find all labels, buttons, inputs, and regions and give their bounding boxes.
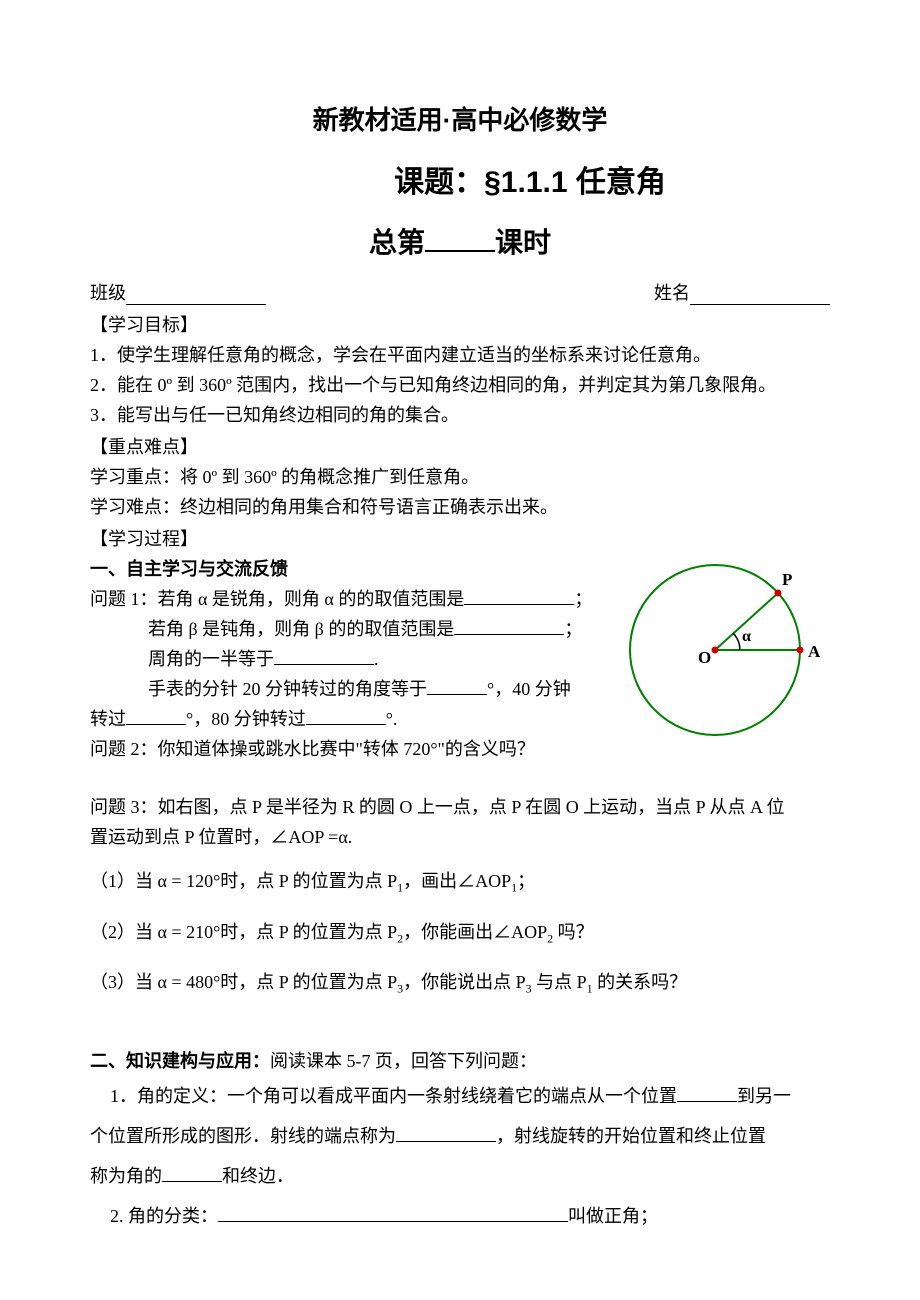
q1-3a: 周角的一半等于	[148, 649, 274, 669]
spacer-3	[90, 904, 830, 918]
q1-4b: °，40 分钟	[487, 679, 571, 699]
q3-3d: 的关系吗？	[593, 972, 688, 992]
name-label: 姓名	[654, 283, 690, 303]
spacer-1	[90, 765, 830, 793]
point-p	[775, 590, 782, 597]
q1-blank3[interactable]	[274, 649, 374, 665]
b2-a: 2. 角的分类：	[110, 1206, 218, 1226]
label-o: O	[698, 648, 711, 667]
b1-line2: 个位置所形成的图形．射线的端点称为 ，射线旋转的开始位置和终止位置	[90, 1117, 830, 1155]
b1-blank3[interactable]	[162, 1166, 222, 1182]
topic-prefix: 课题：	[394, 166, 484, 199]
name-field: 姓名	[654, 279, 830, 305]
class-field: 班级	[90, 279, 266, 305]
label-alpha: α	[742, 628, 751, 645]
spacer-2	[90, 853, 830, 867]
b1-line3: 称为角的 和终边．	[90, 1157, 830, 1195]
q1-2a: 若角 β 是钝角，则角 β 的的取值范围是	[148, 619, 454, 639]
point-a	[797, 647, 804, 654]
spacer-5	[90, 1005, 830, 1033]
label-a: A	[808, 642, 821, 661]
b1-a: 1．角的定义：一个角可以看成平面内一条射线绕着它的端点从一个位置	[110, 1086, 677, 1106]
b1-c: 个位置所形成的图形．射线的端点称为	[90, 1126, 396, 1146]
q1-blank6[interactable]	[306, 709, 386, 725]
q3-1a: （1）当 α = 120°时，点 P 的位置为点 P	[90, 871, 397, 891]
topic-title: 课题：§1.1.1 任意角	[90, 157, 830, 201]
q3-3: （3）当 α = 480°时，点 P 的位置为点 P3，你能说出点 P3 与点 …	[90, 968, 830, 1003]
q3-p1: 问题 3：如右图，点 P 是半径为 R 的圆 O 上一点，点 P 在圆 O 上运…	[90, 793, 830, 821]
point-o	[712, 647, 719, 654]
q3-p2: 置运动到点 P 位置时，∠AOP =α.	[90, 823, 830, 851]
q1-5a: 转过	[90, 709, 126, 729]
q1-1a: 若角 α 是锐角，则角 α 的的取值范围是	[158, 589, 465, 609]
q1-line3: 周角的一半等于.	[90, 645, 630, 673]
q1-blank4[interactable]	[427, 679, 487, 695]
q3-1c: ；	[517, 871, 535, 891]
q1-line4: 手表的分针 20 分钟转过的角度等于 °，40 分钟	[90, 675, 630, 703]
sub-b-title: 二、知识建构与应用：阅读课本 5-7 页，回答下列问题：	[90, 1047, 830, 1075]
circle-diagram: O A P α	[620, 545, 840, 745]
q1-blank1[interactable]	[464, 589, 574, 605]
sub-b-bold: 二、知识建构与应用：	[90, 1051, 270, 1071]
diagram-svg: O A P α	[620, 545, 840, 745]
b1-line1: 1．角的定义：一个角可以看成平面内一条射线绕着它的端点从一个位置 到另一	[90, 1077, 830, 1115]
difficulty: 学习难点：终边相同的角用集合和符号语言正确表示出来。	[90, 493, 830, 521]
goal-1: 1．使学生理解任意角的概念，学会在平面内建立适当的坐标系来讨论任意角。	[90, 341, 830, 369]
q3-2b: ，你能画出∠AOP	[403, 922, 547, 942]
q3-2a: （2）当 α = 210°时，点 P 的位置为点 P	[90, 922, 397, 942]
spacer-5b	[90, 1033, 830, 1047]
class-label: 班级	[90, 283, 126, 303]
q1-5c: °.	[386, 709, 398, 729]
arc-alpha	[733, 633, 740, 650]
q3-3b: ，你能说出点 P	[403, 972, 526, 992]
q1-1b: ；	[574, 589, 592, 609]
goal-3: 3．能写出与任一已知角终边相同的角的集合。	[90, 401, 830, 429]
q1-5b: °，80 分钟转过	[186, 709, 306, 729]
b1-blank2[interactable]	[396, 1126, 496, 1142]
q1-blank5[interactable]	[126, 709, 186, 725]
q1-with-diagram: O A P α 一、自主学习与交流反馈 问题 1：若角 α 是锐角，则角 α 的…	[90, 555, 830, 733]
q1-line2: 若角 β 是钝角，则角 β 的的取值范围是 ；	[90, 615, 630, 643]
q3-3c: 与点 P	[532, 972, 587, 992]
keypoint: 学习重点：将 0º 到 360º 的角概念推广到任意角。	[90, 463, 830, 491]
q1-2b: ；	[564, 619, 582, 639]
b1-d: ，射线旋转的开始位置和终止位置	[496, 1126, 766, 1146]
sub-b-tail: 阅读课本 5-7 页，回答下列问题：	[270, 1051, 537, 1071]
q1-line1: 问题 1：若角 α 是锐角，则角 α 的的取值范围是 ；	[90, 585, 630, 613]
q3-1b: ，画出∠AOP	[403, 871, 511, 891]
period-suffix: 课时	[495, 227, 551, 258]
q1-3b: .	[374, 649, 379, 669]
section-keypoints-title: 【重点难点】	[90, 433, 830, 459]
q1-label: 问题 1：	[90, 589, 158, 609]
b1-f: 和终边．	[222, 1166, 294, 1186]
q3-2: （2）当 α = 210°时，点 P 的位置为点 P2，你能画出∠AOP2 吗？	[90, 918, 830, 953]
name-blank[interactable]	[690, 287, 830, 305]
spacer-4	[90, 954, 830, 968]
q3-2c: 吗？	[553, 922, 594, 942]
q1-4a: 手表的分针 20 分钟转过的角度等于	[148, 679, 427, 699]
q3-1: （1）当 α = 120°时，点 P 的位置为点 P1，画出∠AOP1；	[90, 867, 830, 902]
b1-blank1[interactable]	[677, 1086, 737, 1102]
section-goals-title: 【学习目标】	[90, 311, 830, 337]
sub-a-title: 一、自主学习与交流反馈	[90, 555, 630, 583]
header-subtitle: 新教材适用·高中必修数学	[90, 100, 830, 137]
class-blank[interactable]	[126, 287, 266, 305]
q1-text: 一、自主学习与交流反馈 问题 1：若角 α 是锐角，则角 α 的的取值范围是； …	[90, 555, 630, 703]
label-p: P	[782, 570, 792, 589]
q3-3a: （3）当 α = 480°时，点 P 的位置为点 P	[90, 972, 397, 992]
b2-line: 2. 角的分类： 叫做正角；	[90, 1197, 830, 1235]
b1-b: 到另一	[737, 1086, 791, 1106]
goal-2: 2．能在 0º 到 360º 范围内，找出一个与已知角终边相同的角，并判定其为第…	[90, 371, 830, 399]
period-line: 总第 课时	[90, 221, 830, 261]
period-blank[interactable]	[425, 228, 495, 252]
b2-b: 叫做正角；	[568, 1206, 658, 1226]
period-prefix: 总第	[369, 227, 425, 258]
topic-text: §1.1.1 任意角	[484, 166, 666, 199]
q1-blank2[interactable]	[454, 619, 564, 635]
b2-blank[interactable]	[218, 1206, 568, 1222]
b1-e: 称为角的	[90, 1166, 162, 1186]
class-name-row: 班级 姓名	[90, 279, 830, 305]
